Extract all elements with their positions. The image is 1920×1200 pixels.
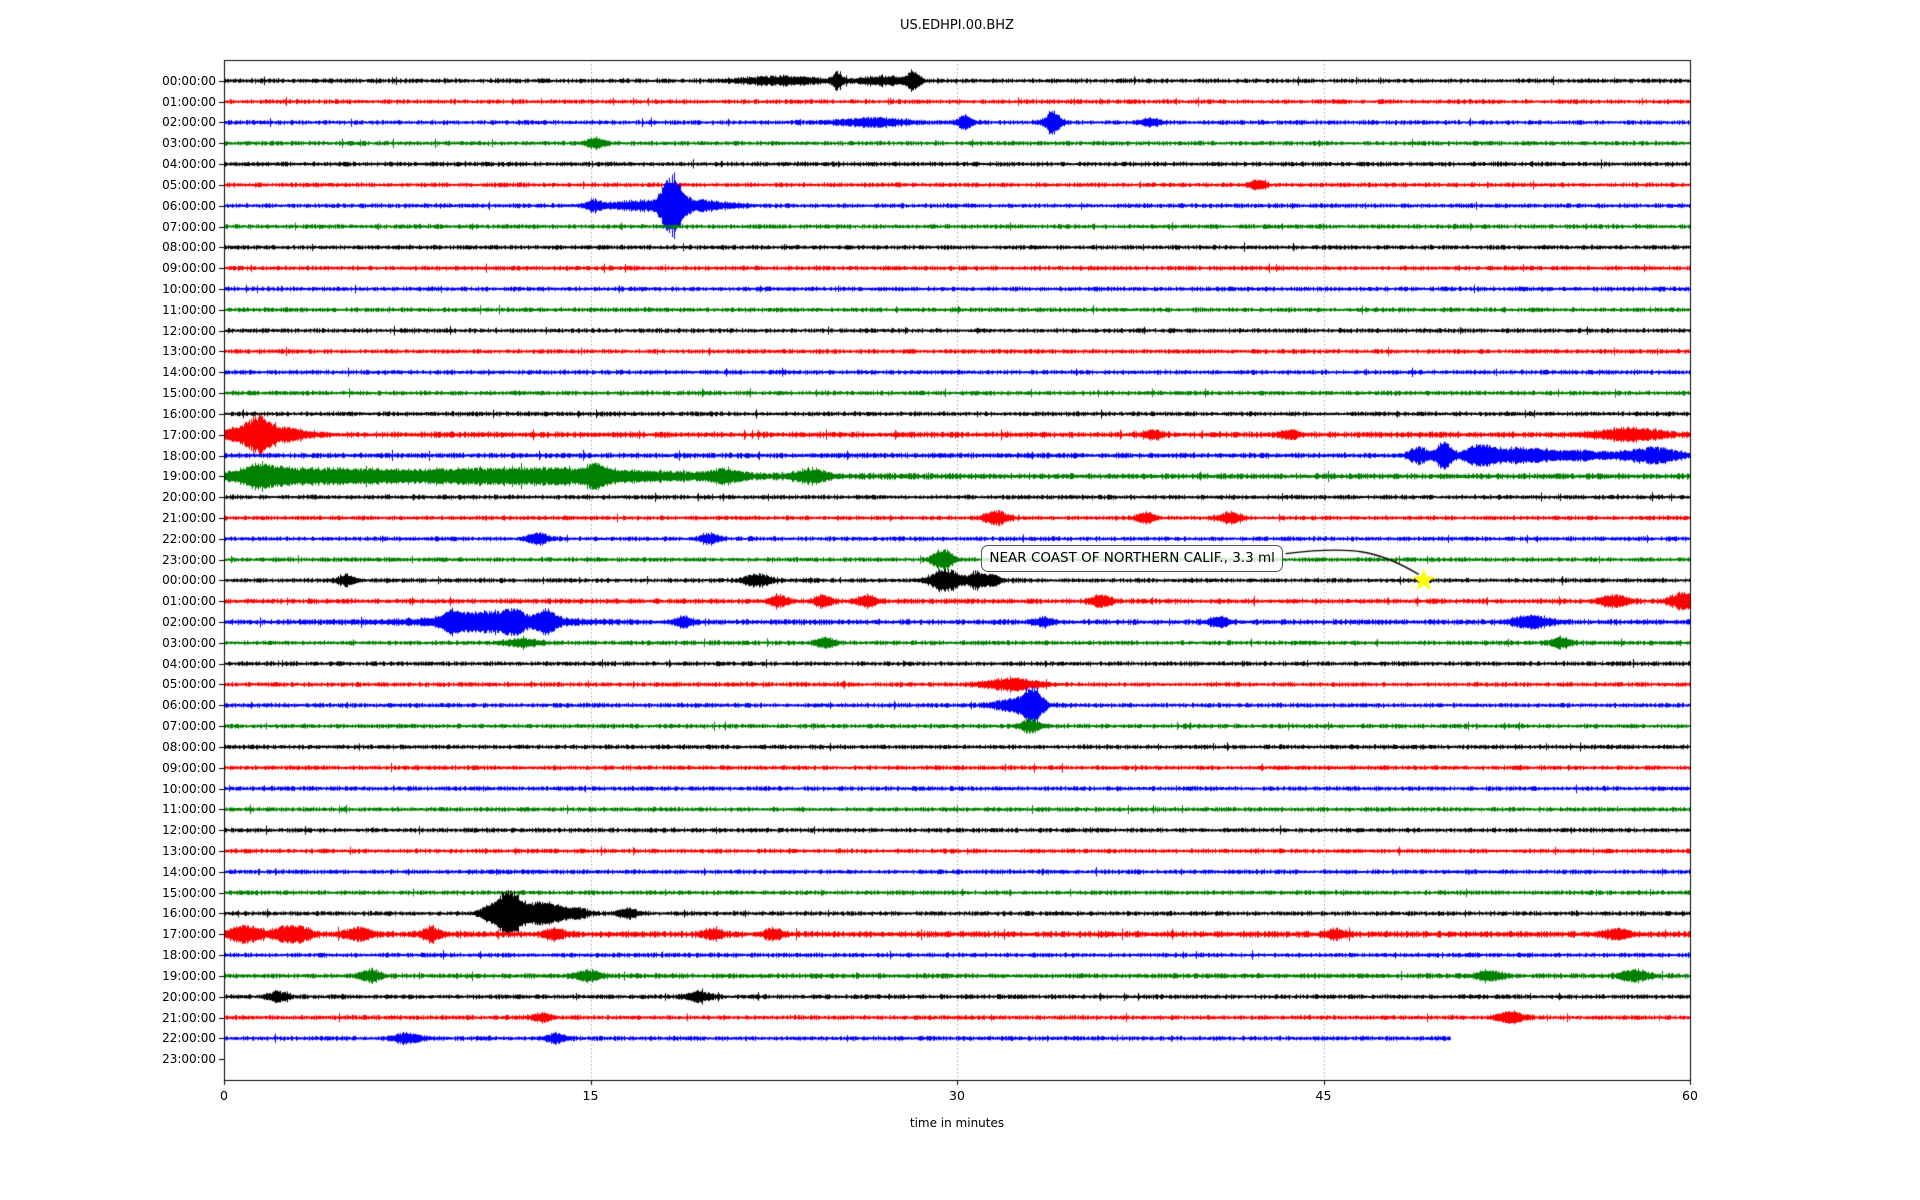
y-axis-label: 03:00:00 [162,635,216,650]
y-axis-label: 23:00:00 [162,1052,216,1067]
y-axis-label: 19:00:00 [162,469,216,484]
y-axis-label: 09:00:00 [162,760,216,775]
y-axis-label: 05:00:00 [162,677,216,692]
event-annotation-label: NEAR COAST OF NORTHERN CALIF., 3.3 ml [981,544,1283,572]
y-axis-label: 02:00:00 [162,115,216,130]
y-axis-label: 07:00:00 [162,219,216,234]
y-axis-label: 09:00:00 [162,261,216,276]
x-axis-tick-label: 0 [220,1088,228,1103]
y-axis-label: 04:00:00 [162,157,216,172]
y-axis-label: 11:00:00 [162,302,216,317]
y-axis-label: 18:00:00 [162,948,216,963]
y-axis-label: 20:00:00 [162,989,216,1004]
y-axis-label: 21:00:00 [162,1010,216,1025]
y-axis-label: 12:00:00 [162,823,216,838]
y-axis-label: 06:00:00 [162,698,216,713]
y-axis-label: 15:00:00 [162,885,216,900]
x-axis-tick-label: 45 [1315,1088,1332,1103]
x-axis-tick-label: 60 [1682,1088,1698,1103]
y-axis-label: 23:00:00 [162,552,216,567]
y-axis-label: 07:00:00 [162,719,216,734]
y-axis-label: 00:00:00 [162,73,216,88]
y-axis-label: 06:00:00 [162,198,216,213]
y-axis-label: 10:00:00 [162,281,216,296]
y-axis-label: 00:00:00 [162,573,216,588]
y-axis-label: 16:00:00 [162,906,216,921]
x-axis-tick-label: 15 [582,1088,599,1103]
y-axis-label: 01:00:00 [162,594,216,609]
y-axis-label: 17:00:00 [162,427,216,442]
y-axis-label: 22:00:00 [162,531,216,546]
y-axis-label: 13:00:00 [162,344,216,359]
y-axis-label: 22:00:00 [162,1031,216,1046]
x-axis-tick-label: 30 [949,1088,965,1103]
y-axis-label: 12:00:00 [162,323,216,338]
y-axis-label: 03:00:00 [162,136,216,151]
y-axis-label: 08:00:00 [162,240,216,255]
y-axis-label: 17:00:00 [162,927,216,942]
y-axis-label: 11:00:00 [162,802,216,817]
y-axis-label: 05:00:00 [162,177,216,192]
x-axis-title: time in minutes [909,1116,1005,1130]
y-axis-label: 18:00:00 [162,448,216,463]
chart-title: US.EDHPI.00.BHZ [900,18,1014,33]
y-axis-label: 02:00:00 [162,615,216,630]
y-axis-label: 01:00:00 [162,94,216,109]
y-axis-label: 14:00:00 [162,864,216,879]
y-axis-label: 21:00:00 [162,510,216,525]
y-axis-label: 04:00:00 [162,656,216,671]
y-axis-label: 10:00:00 [162,781,216,796]
y-axis-label: 15:00:00 [162,386,216,401]
y-axis-label: 20:00:00 [162,490,216,505]
y-axis-label: 08:00:00 [162,739,216,754]
y-axis-label: 16:00:00 [162,406,216,421]
y-axis-label: 13:00:00 [162,844,216,859]
y-axis-label: 19:00:00 [162,968,216,983]
y-axis-label: 14:00:00 [162,365,216,380]
